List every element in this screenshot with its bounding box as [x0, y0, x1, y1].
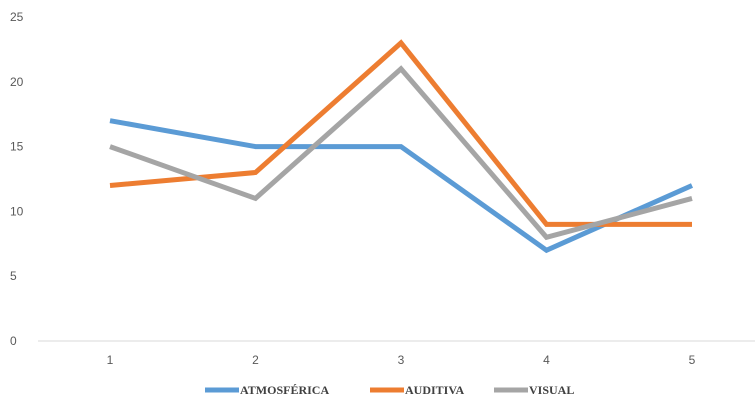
y-tick-label: 0 — [10, 334, 17, 348]
y-tick-label: 15 — [10, 140, 24, 154]
x-tick-label: 4 — [543, 353, 550, 367]
series-lines — [109, 39, 694, 254]
y-axis-ticks: 0 5 10 15 20 25 — [10, 10, 24, 348]
series-line-atmosférica — [109, 118, 694, 254]
y-tick-label: 20 — [10, 75, 24, 89]
y-tick-label: 10 — [10, 204, 24, 218]
x-tick-label: 5 — [689, 353, 696, 367]
legend-label: VISUAL — [529, 383, 574, 397]
y-tick-label: 25 — [10, 10, 24, 24]
legend-label: ATMOSFÉRICA — [240, 383, 329, 397]
x-tick-label: 3 — [398, 353, 405, 367]
y-tick-label: 5 — [10, 269, 17, 283]
x-axis-ticks: 1 2 3 4 5 — [107, 353, 696, 367]
series-line-visual — [109, 65, 693, 241]
x-tick-label: 2 — [252, 353, 259, 367]
legend: ATMOSFÉRICA AUDITIVA VISUAL — [205, 383, 574, 397]
legend-label: AUDITIVA — [405, 383, 464, 397]
x-tick-label: 1 — [107, 353, 114, 367]
